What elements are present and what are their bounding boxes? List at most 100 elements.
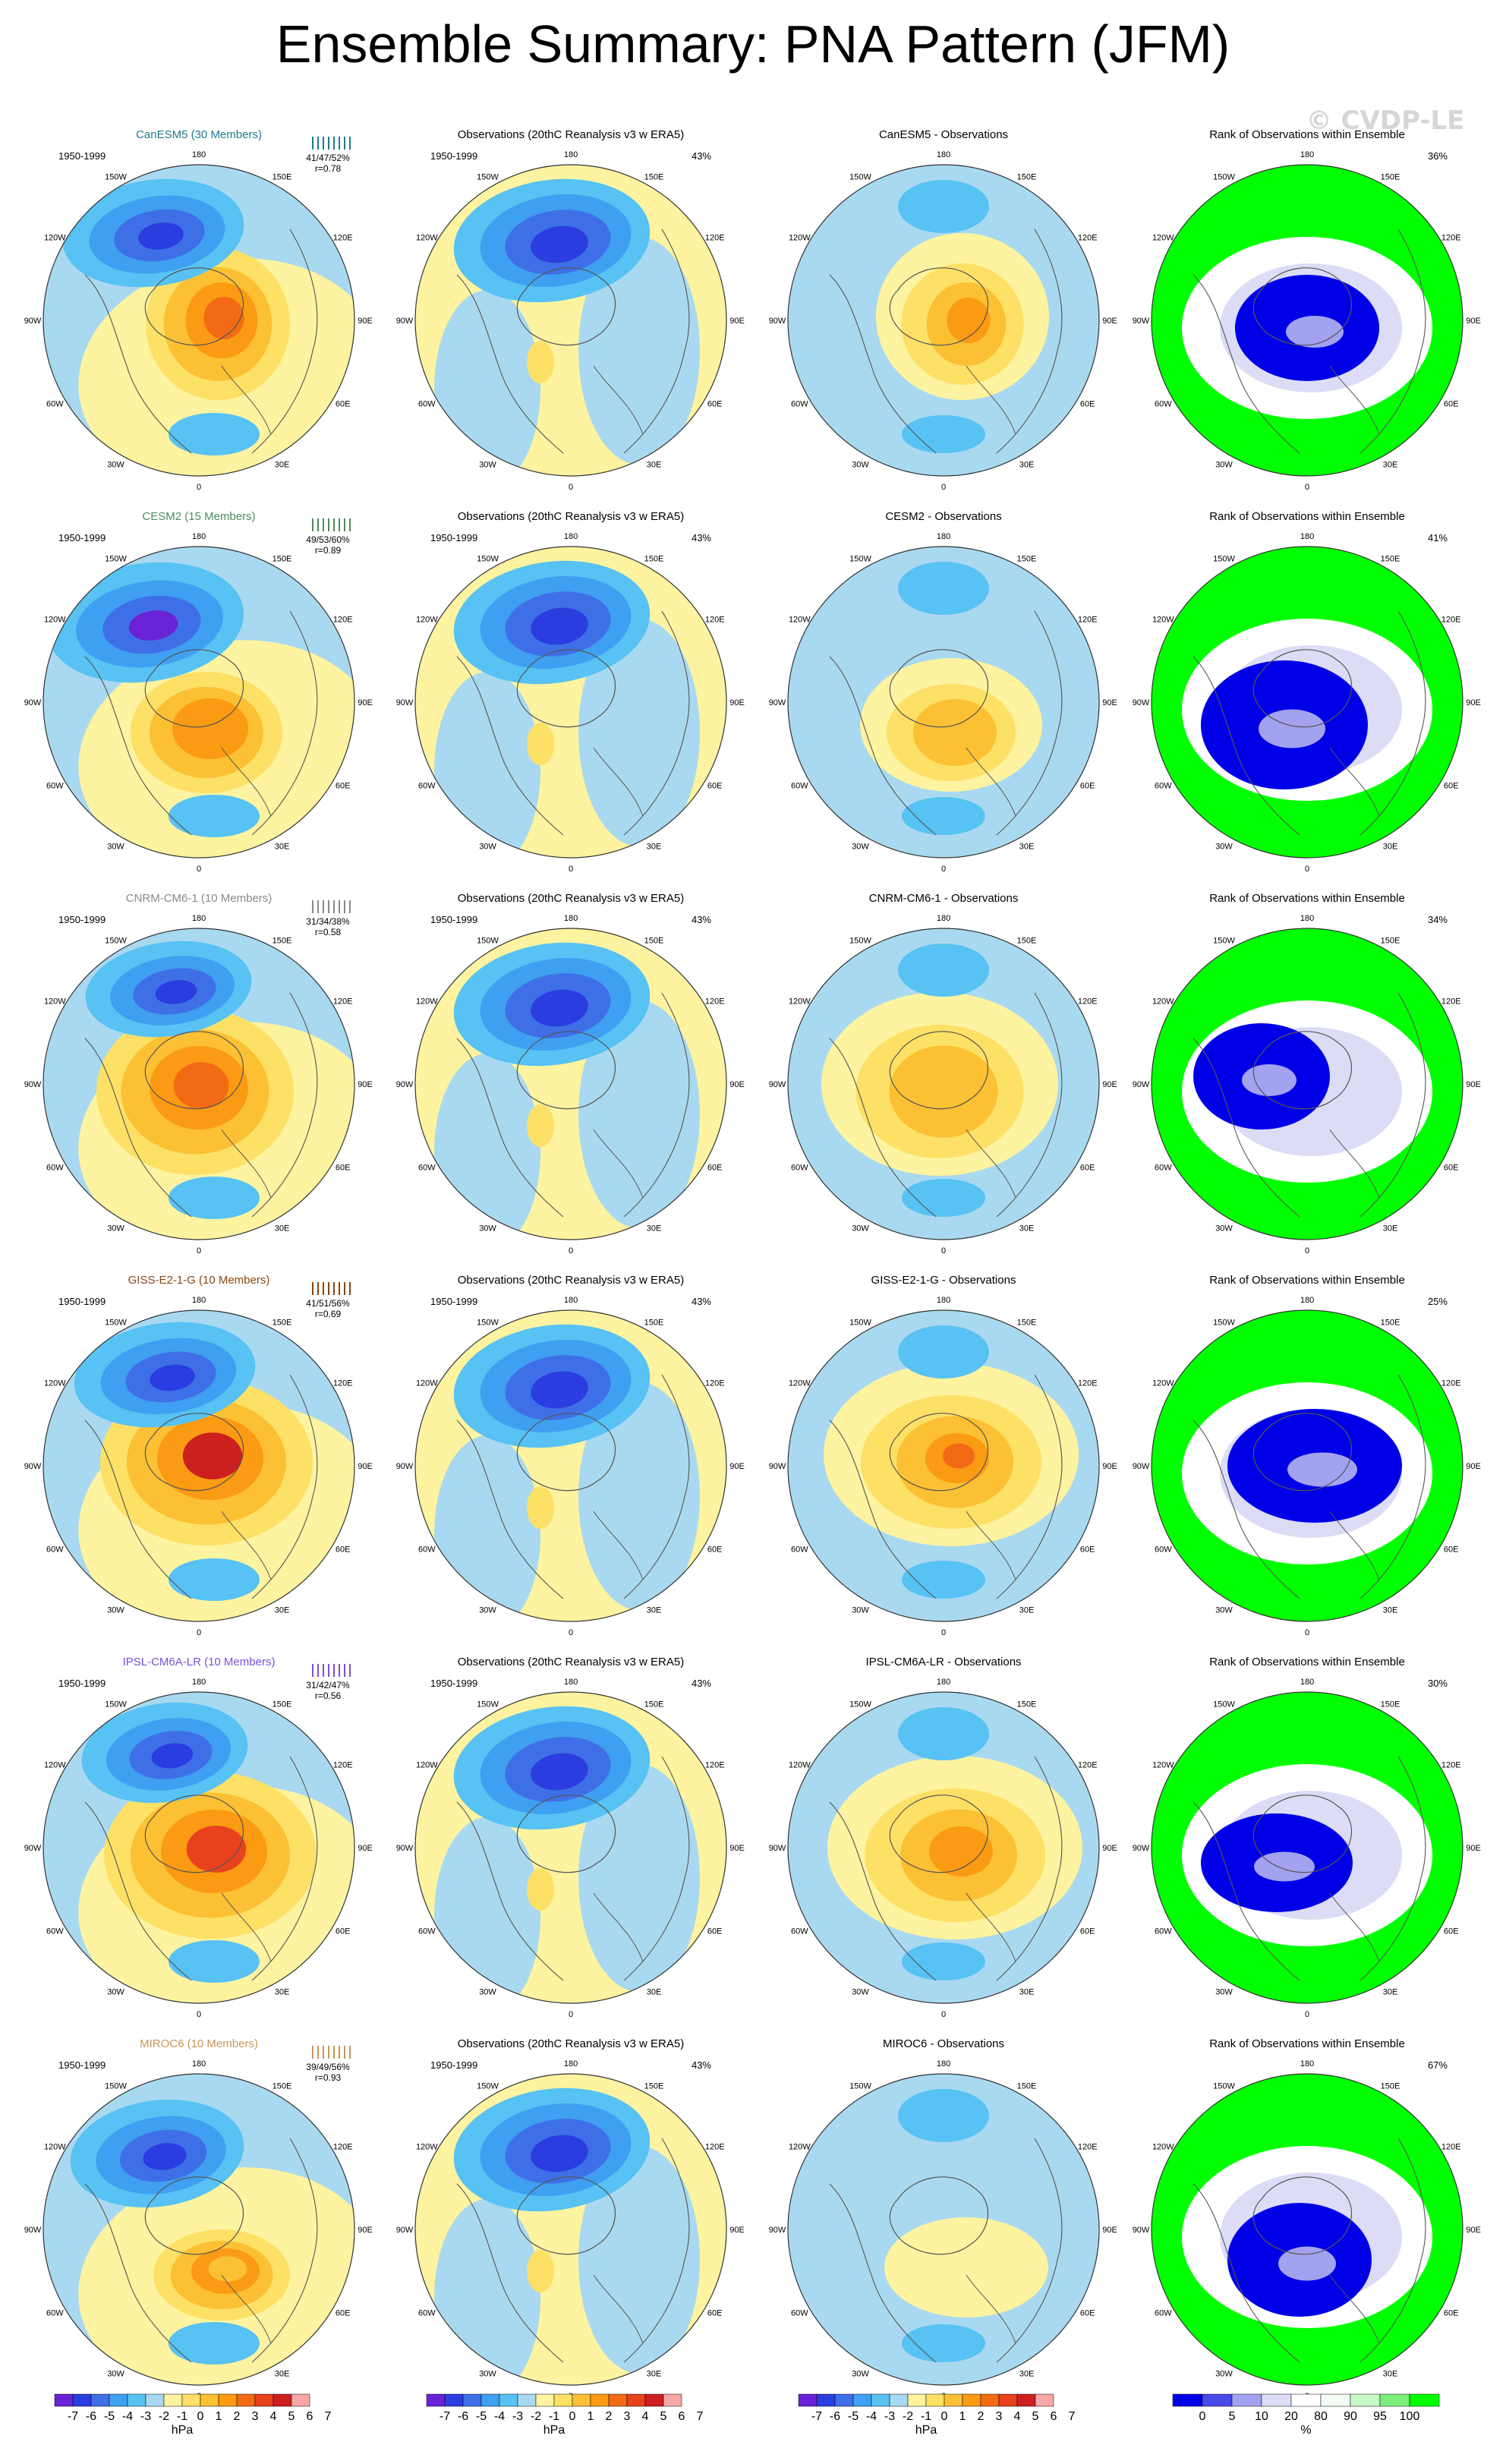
rank-panel-title: Rank of Observations within Ensemble (1209, 1274, 1405, 1287)
negative-anomaly-contour (578, 1764, 700, 1992)
longitude-label: 180 (1300, 150, 1314, 159)
longitude-label: 90W (396, 2226, 414, 2235)
colorbar-swatch (145, 2393, 165, 2407)
colorbar-swatch (834, 2393, 854, 2407)
colorbar-swatch (962, 2393, 981, 2407)
colorbar-tick-label: -7 (440, 2410, 450, 2423)
difference-panel-title: GISS-E2-1-G - Observations (871, 1274, 1016, 1287)
pattern-correlation: r=0.58 (315, 927, 342, 937)
longitude-label: 60E (336, 782, 351, 791)
longitude-label: 0 (941, 865, 946, 874)
longitude-label: 90E (358, 698, 373, 707)
longitude-label: 150W (1213, 2081, 1235, 2091)
coastline-eurasia (623, 1374, 690, 1599)
positive-anomaly-contour (913, 699, 997, 766)
map-contours (788, 165, 1099, 476)
observations-pct: 43% (692, 1296, 711, 1307)
longitude-label: 60E (707, 400, 723, 409)
map-contours (415, 2074, 726, 2385)
map-border (1151, 1309, 1463, 1622)
longitude-label: 0 (1305, 483, 1309, 492)
longitude-label: 90W (396, 698, 414, 707)
map-border (787, 164, 1100, 477)
pattern-correlation: r=0.93 (315, 2072, 342, 2083)
colorbar-swatch (517, 2393, 537, 2407)
longitude-label: 90W (1133, 317, 1150, 326)
colorbar-tick-label: 5 (288, 2410, 295, 2423)
longitude-label: 120E (1441, 1379, 1461, 1388)
longitude-label: 180 (564, 532, 578, 541)
colorbar-swatch (889, 2393, 909, 2407)
map-border (787, 1309, 1100, 1622)
longitude-label: 90E (1466, 1844, 1481, 1853)
colorbar-swatch (608, 2393, 628, 2407)
negative-anomaly-contour (898, 944, 989, 997)
colorbar-swatch (109, 2393, 128, 2407)
longitude-label: 30W (1215, 1988, 1233, 1997)
map-contours (43, 547, 354, 858)
longitude-label: 60W (418, 1927, 436, 1936)
longitude-label: 180 (1300, 532, 1314, 541)
negative-anomaly-contour (434, 1054, 540, 1240)
colorbar-tick-label: 3 (624, 2410, 631, 2423)
coastline-europe (221, 365, 272, 435)
coastline-europe (593, 1511, 644, 1580)
colorbar-tick-label: 6 (679, 2410, 685, 2423)
hpa-colorbar: -7 -6 -5 -4 -3 -2 -1 0 1 2 3 4 5 6 7 hPa (54, 2393, 332, 2437)
longitude-label: 120E (333, 997, 353, 1007)
longitude-label: 0 (941, 1246, 946, 1256)
model-panel-title: CanESM5 (30 Members) (136, 128, 262, 141)
difference-panel: MIROC6 - Observations 180 150E 120E 90E 60E 30… (769, 2037, 1117, 2401)
colorbar-tick-label: -4 (866, 2410, 877, 2423)
longitude-label: 60W (418, 1546, 436, 1555)
observations-panel-title: Observations (20thC Reanalysis v3 w ERA5… (458, 2037, 684, 2050)
colorbar-tick-label: -1 (549, 2410, 559, 2423)
colorbar-swatch (553, 2393, 573, 2407)
longitude-label: 60E (1080, 400, 1095, 409)
map-border (1151, 164, 1463, 477)
rank-panel-title: Rank of Observations within Ensemble (1209, 1656, 1405, 1668)
longitude-label: 30E (1019, 1606, 1035, 1615)
colorbar-tick-label: 7 (325, 2410, 332, 2423)
longitude-label: 120E (1441, 2143, 1461, 2152)
longitude-label: 180 (564, 914, 578, 923)
map-rank-field (1152, 1692, 1463, 2003)
longitude-label: 30E (647, 1606, 662, 1615)
longitude-label: 180 (564, 1296, 578, 1305)
longitude-label: 90W (1133, 2226, 1150, 2235)
colorbar-tick-label: -6 (830, 2410, 840, 2423)
longitude-label: 30W (1215, 843, 1233, 852)
rank-panel: Rank of Observations within Ensemble 30% 1… (1133, 1656, 1481, 2019)
coastline-europe (966, 1892, 1016, 1962)
longitude-label: 60W (46, 1546, 64, 1555)
coastline-europe (221, 1892, 272, 1962)
longitude-label: 30E (647, 2370, 662, 2379)
longitude-label: 150E (644, 2081, 664, 2091)
coastline-arctic (144, 1413, 244, 1492)
longitude-label: 0 (941, 483, 946, 492)
longitude-label: 0 (197, 1628, 201, 1637)
map-border (414, 928, 727, 1240)
longitude-label: 90W (24, 2226, 42, 2235)
longitude-label: 150E (1381, 554, 1400, 563)
observations-panel-title: Observations (20thC Reanalysis v3 w ERA5… (458, 510, 684, 523)
longitude-label: 150E (1381, 172, 1400, 181)
observations-panel-title: Observations (20thC Reanalysis v3 w ERA5… (458, 1656, 684, 1668)
coastline-europe (593, 1892, 644, 1962)
longitude-label: 150E (1381, 2081, 1400, 2091)
longitude-label: 150W (477, 172, 499, 181)
observations-pct: 43% (692, 532, 711, 544)
difference-panel-title: CESM2 - Observations (885, 510, 1001, 523)
longitude-label: 30W (852, 843, 869, 852)
period-label: 1950-1999 (430, 1678, 477, 1689)
colorbar-swatch (200, 2393, 219, 2407)
longitude-label: 150E (273, 1700, 292, 1709)
longitude-label: 120E (333, 1761, 353, 1770)
longitude-label: 30W (107, 2370, 124, 2379)
pattern-stats: 39/49/56% (306, 2062, 350, 2072)
colorbar-swatch (816, 2393, 836, 2407)
colorbar-swatch (626, 2393, 646, 2407)
coastline-eurasia (996, 1756, 1063, 1981)
longitude-label: 30W (479, 461, 496, 470)
